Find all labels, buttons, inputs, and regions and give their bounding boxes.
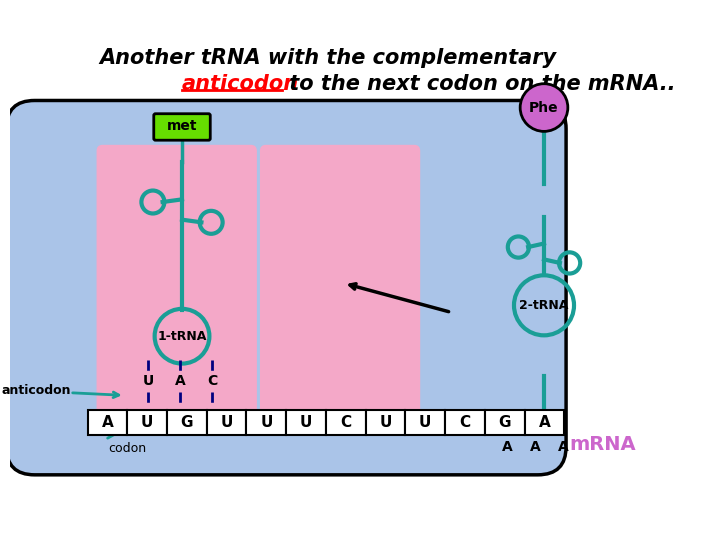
- Bar: [326, 410, 366, 435]
- Bar: [127, 410, 167, 435]
- Text: met: met: [167, 119, 197, 133]
- Text: Another tRNA with the complementary: Another tRNA with the complementary: [99, 48, 557, 68]
- FancyBboxPatch shape: [6, 100, 566, 475]
- Text: U: U: [419, 415, 431, 430]
- Text: A: A: [102, 415, 113, 430]
- Bar: [485, 410, 525, 435]
- FancyBboxPatch shape: [261, 145, 420, 421]
- Text: C: C: [341, 415, 351, 430]
- Bar: [88, 410, 127, 435]
- Bar: [207, 410, 246, 435]
- Text: A: A: [539, 415, 550, 430]
- Text: G: G: [181, 415, 193, 430]
- Text: Phe: Phe: [529, 100, 559, 114]
- Text: G: G: [498, 415, 511, 430]
- Bar: [246, 410, 286, 435]
- Text: 1-tRNA: 1-tRNA: [158, 330, 207, 343]
- Text: anticodon: anticodon: [182, 74, 299, 94]
- Text: A: A: [558, 440, 569, 454]
- Text: anticodon: anticodon: [1, 384, 71, 397]
- Text: A: A: [502, 440, 513, 454]
- Text: A: A: [175, 374, 186, 388]
- Bar: [445, 410, 485, 435]
- FancyBboxPatch shape: [154, 114, 210, 140]
- Text: A: A: [530, 440, 541, 454]
- Text: mRNA: mRNA: [570, 435, 636, 454]
- Text: U: U: [220, 415, 233, 430]
- Text: U: U: [379, 415, 392, 430]
- Circle shape: [520, 84, 568, 131]
- Text: U: U: [143, 374, 154, 388]
- Bar: [286, 410, 326, 435]
- Bar: [405, 410, 445, 435]
- Text: 2-tRNA: 2-tRNA: [519, 299, 569, 312]
- Text: to the next codon on the mRNA..: to the next codon on the mRNA..: [282, 74, 675, 94]
- FancyBboxPatch shape: [97, 145, 256, 421]
- Bar: [525, 410, 564, 435]
- Text: U: U: [300, 415, 312, 430]
- Bar: [167, 410, 207, 435]
- Text: U: U: [141, 415, 153, 430]
- Text: codon: codon: [108, 442, 146, 455]
- Text: C: C: [207, 374, 217, 388]
- Text: C: C: [459, 415, 471, 430]
- Bar: [366, 410, 405, 435]
- Text: U: U: [260, 415, 273, 430]
